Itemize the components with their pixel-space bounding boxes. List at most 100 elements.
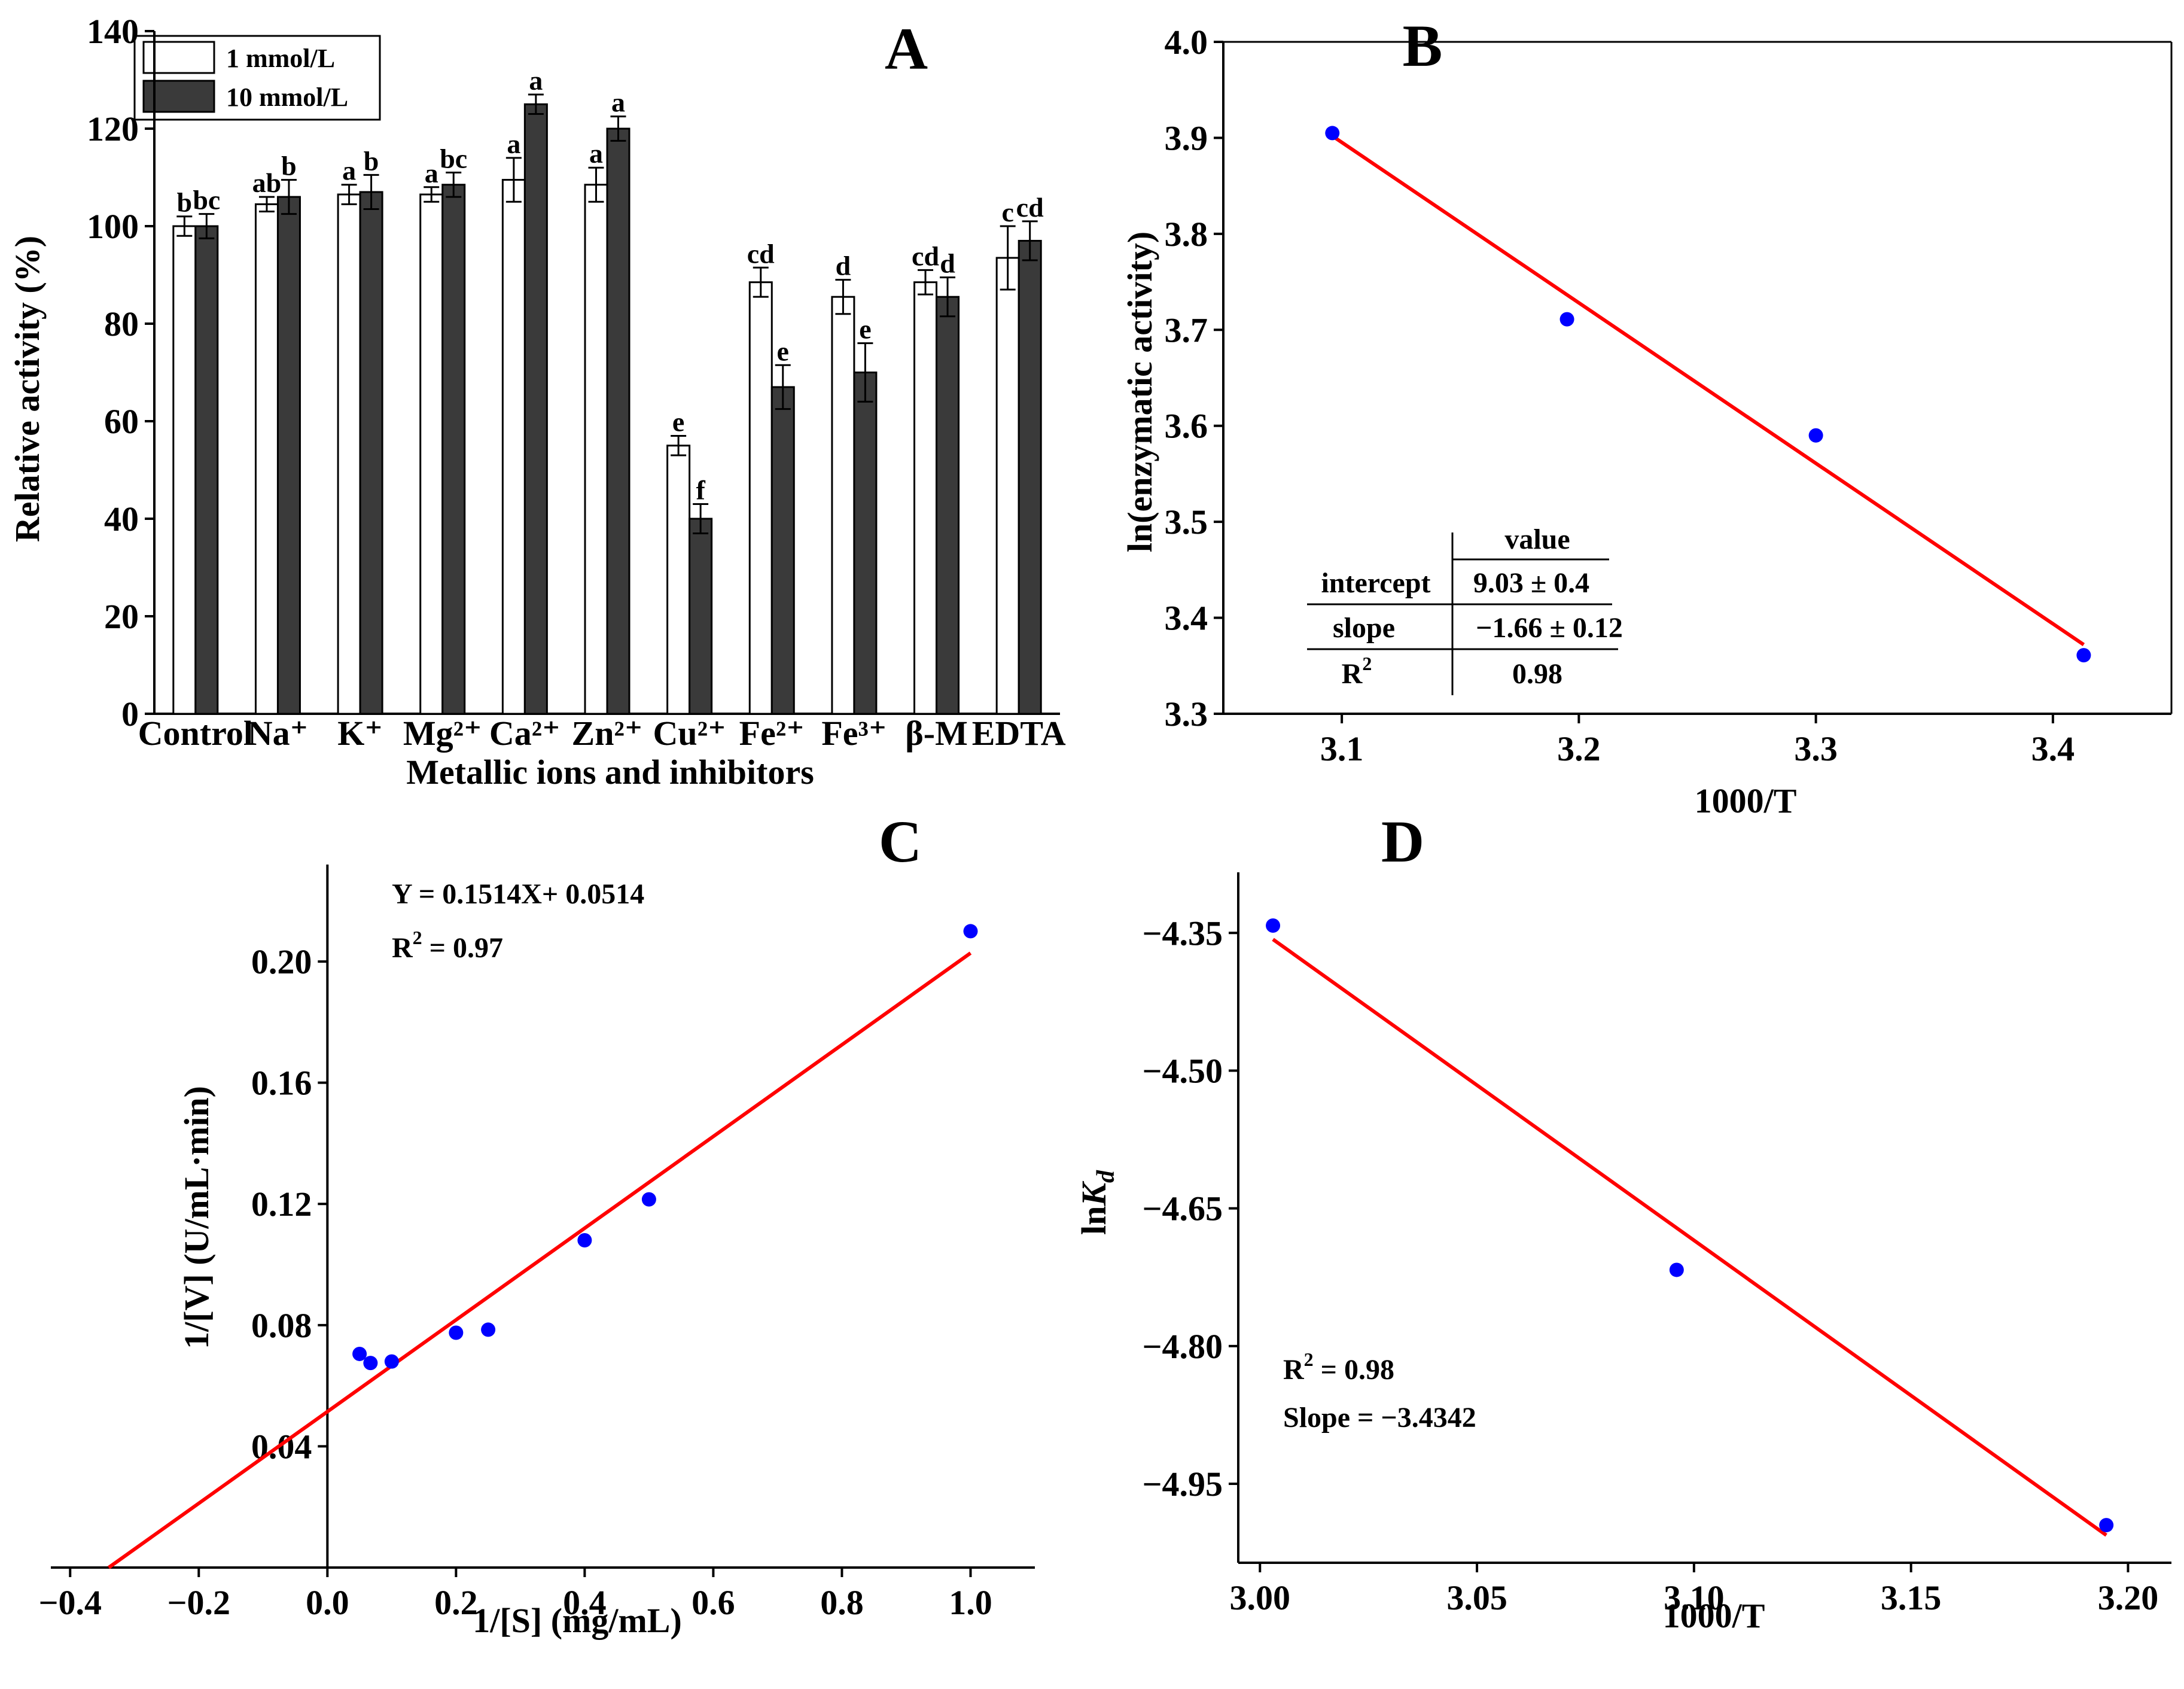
panel-c-r2: R2 = 0.97 bbox=[392, 927, 503, 964]
panel-a-significance-letter: b bbox=[364, 145, 379, 176]
panel-a-category-label: Control bbox=[138, 714, 253, 753]
panelD-y-tick-label: −4.35 bbox=[1142, 914, 1223, 952]
panel-c-r2-sup: 2 bbox=[413, 927, 422, 948]
panel-a-y-tick-label: 20 bbox=[104, 597, 139, 636]
panelB-data-point bbox=[1559, 312, 1574, 327]
panel-a-category-label: K⁺ bbox=[337, 714, 383, 753]
table-row-r2-label: R2 bbox=[1342, 653, 1372, 690]
panel-d-ylabel-k: K bbox=[1074, 1181, 1113, 1207]
panel-a-bar bbox=[606, 127, 630, 715]
panelD-data-point bbox=[1669, 1262, 1684, 1277]
panel-a-y-tick-label: 80 bbox=[104, 305, 139, 343]
panel-a-significance-letter: a bbox=[507, 129, 520, 159]
panelC-y-tick-label: 0.16 bbox=[251, 1064, 312, 1103]
panel-a-bar bbox=[419, 193, 444, 715]
panel-a-significance-letter: e bbox=[859, 314, 871, 345]
panel-a-category-label: Zn²⁺ bbox=[572, 714, 643, 753]
panel-a-bar bbox=[359, 191, 383, 715]
panel-a-category-label: Na⁺ bbox=[248, 714, 309, 753]
panel-a-legend: 1 mmol/L 10 mmol/L bbox=[133, 35, 381, 121]
legend-label-10mmol: 10 mmol/L bbox=[226, 83, 348, 112]
panel-a-bar bbox=[276, 196, 301, 715]
panel-a-category-label: β-M bbox=[905, 714, 968, 753]
panel-a-y-tick-label: 120 bbox=[87, 109, 139, 148]
panelB-data-point bbox=[1808, 428, 1823, 443]
panel-b-y-axis-label: ln(enzymatic activity) bbox=[1120, 232, 1159, 552]
panel-c-scatter: C 1/[S] (mg/mL) 1/[V] (U/mL·min) Y = 0.1… bbox=[38, 808, 1035, 1640]
panelC-data-point bbox=[481, 1322, 496, 1337]
panel-b-x-axis-label: 1000/T bbox=[1695, 781, 1797, 820]
panel-a-significance-letter: a bbox=[611, 87, 625, 118]
panel-a-bar bbox=[995, 257, 1020, 715]
panelC-x-tick-label: 1.0 bbox=[949, 1583, 992, 1622]
panel-letter-a: A bbox=[885, 16, 928, 82]
panelD-y-tick-label: −4.50 bbox=[1142, 1051, 1223, 1090]
panel-a-y-tick-label: 100 bbox=[87, 207, 139, 246]
panelD-fit-line bbox=[1272, 938, 2107, 1537]
panel-d-ylabel-d: d bbox=[1092, 1170, 1120, 1183]
panelB-y-tick-label: 3.4 bbox=[1165, 599, 1208, 638]
panelB-y-tick-label: 3.6 bbox=[1165, 407, 1208, 446]
panelC-data-point bbox=[963, 924, 978, 939]
panel-b-fit-table: value intercept 9.03 ± 0.4 slope −1.66 ±… bbox=[1307, 524, 1623, 695]
panel-d-ylabel-ln: ln bbox=[1074, 1206, 1113, 1235]
panelB-x-tick-label: 3.3 bbox=[1794, 729, 1838, 768]
panel-a-category-label: Fe²⁺ bbox=[739, 714, 805, 753]
panelC-fit-line bbox=[108, 951, 972, 1569]
panelD-x-tick-label: 3.15 bbox=[1881, 1578, 1942, 1617]
panel-c-r2-value: = 0.97 bbox=[422, 932, 503, 964]
panel-a-y-tick-label: 0 bbox=[121, 695, 139, 734]
panel-d-r2: R2 = 0.98 bbox=[1283, 1349, 1394, 1386]
panelC-y-tick-label: 0.20 bbox=[251, 942, 312, 981]
legend-label-1mmol: 1 mmol/L bbox=[226, 44, 335, 73]
panel-a-significance-letter: ab bbox=[252, 168, 282, 198]
panel-a-y-tick-label: 140 bbox=[87, 12, 139, 51]
panelB-y-tick-label: 3.9 bbox=[1165, 118, 1208, 157]
table-row-intercept-label: intercept bbox=[1321, 567, 1430, 599]
panel-letter-b: B bbox=[1403, 13, 1443, 79]
panelB-y-tick-label: 3.7 bbox=[1165, 311, 1208, 349]
panel-a-bar bbox=[194, 225, 219, 715]
panelD-y-tick-label: −4.80 bbox=[1142, 1327, 1223, 1366]
panel-letter-c: C bbox=[879, 808, 922, 875]
panel-a-bar bbox=[501, 179, 526, 715]
panel-a-category-label: Fe³⁺ bbox=[821, 714, 887, 753]
panel-a-significance-letter: cd bbox=[912, 241, 939, 271]
panel-a-significance-letter: d bbox=[836, 251, 851, 281]
panel-a-bar bbox=[831, 296, 855, 715]
panel-d-r2-value: = 0.98 bbox=[1314, 1354, 1394, 1386]
panel-c-equation: Y = 0.1514X+ 0.0514 bbox=[392, 878, 644, 910]
panel-a-bar bbox=[666, 445, 691, 715]
panel-d-y-axis-label: lnKd bbox=[1074, 1170, 1120, 1235]
table-row-slope-label: slope bbox=[1333, 612, 1395, 644]
panel-a-significance-letter: c bbox=[1001, 197, 1013, 227]
table-row-slope-value: −1.66 ± 0.12 bbox=[1476, 612, 1623, 644]
table-r2-sup: 2 bbox=[1362, 653, 1372, 674]
panel-a-significance-letter: e bbox=[672, 406, 684, 437]
panel-a-significance-letter: a bbox=[529, 65, 543, 96]
panelD-x-tick-label: 3.05 bbox=[1446, 1578, 1507, 1617]
panelC-x-tick-label: 0.8 bbox=[820, 1583, 864, 1622]
panelC-x-tick-label: 0.2 bbox=[434, 1583, 478, 1622]
panel-a-significance-letter: a bbox=[342, 156, 356, 186]
panelB-y-tick-label: 3.5 bbox=[1165, 503, 1208, 541]
panelB-x-tick-label: 3.4 bbox=[2031, 729, 2075, 768]
panel-a-category-label: EDTA bbox=[972, 714, 1066, 753]
panelD-y-tick-label: −4.65 bbox=[1142, 1189, 1223, 1228]
panel-a-y-tick-label: 60 bbox=[104, 402, 139, 441]
table-row-intercept-value: 9.03 ± 0.4 bbox=[1473, 567, 1589, 599]
panel-a-bar bbox=[523, 103, 548, 715]
panel-a-bar bbox=[936, 296, 960, 715]
panel-a-significance-letter: cd bbox=[747, 238, 775, 269]
panel-a-significance-letter: a bbox=[589, 138, 603, 169]
panel-a-significance-letter: b bbox=[281, 151, 297, 181]
panelC-x-tick-label: 0.4 bbox=[563, 1583, 607, 1622]
panel-a-category-label: Cu²⁺ bbox=[653, 714, 726, 753]
panel-a-significance-letter: e bbox=[777, 336, 789, 366]
panelC-y-tick-label: 0.08 bbox=[251, 1306, 312, 1345]
panelD-x-tick-label: 3.10 bbox=[1664, 1578, 1725, 1617]
panel-a-y-tick-label: 40 bbox=[104, 500, 139, 538]
panel-a-x-axis-label: Metallic ions and inhibitors bbox=[406, 753, 814, 792]
panelD-y-tick-label: −4.95 bbox=[1142, 1465, 1223, 1504]
panel-a-bar bbox=[172, 225, 197, 715]
